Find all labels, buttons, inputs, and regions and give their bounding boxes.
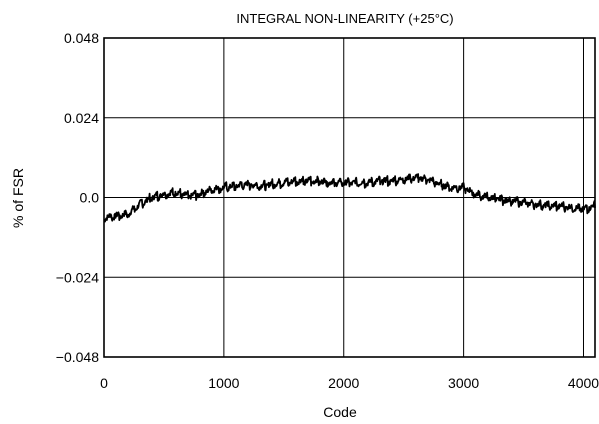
x-tick-label: 2000 [328,375,359,391]
series-line [103,173,596,223]
y-tick-label: 0.0 [80,190,100,206]
y-tick-label: 0.048 [64,30,99,46]
y-tick-label: −0.024 [56,269,99,285]
x-tick-label: 4000 [568,375,599,391]
y-tick-labels: 0.048 0.024 0.0 −0.024 −0.048 [56,30,99,365]
x-tick-labels: 0 1000 2000 3000 4000 [100,375,599,391]
y-tick-label: 0.024 [64,110,99,126]
x-axis-label: Code [323,404,357,420]
y-axis-label: % of FSR [10,168,26,228]
series-layer [103,173,596,223]
plot-frame [103,37,596,358]
x-tick-label: 0 [100,375,108,391]
chart-title: INTEGRAL NON-LINEARITY (+25°C) [236,11,453,26]
x-tick-label: 3000 [448,375,479,391]
grid-lines [104,38,595,357]
y-tick-label: −0.048 [56,349,99,365]
x-tick-label: 1000 [208,375,239,391]
